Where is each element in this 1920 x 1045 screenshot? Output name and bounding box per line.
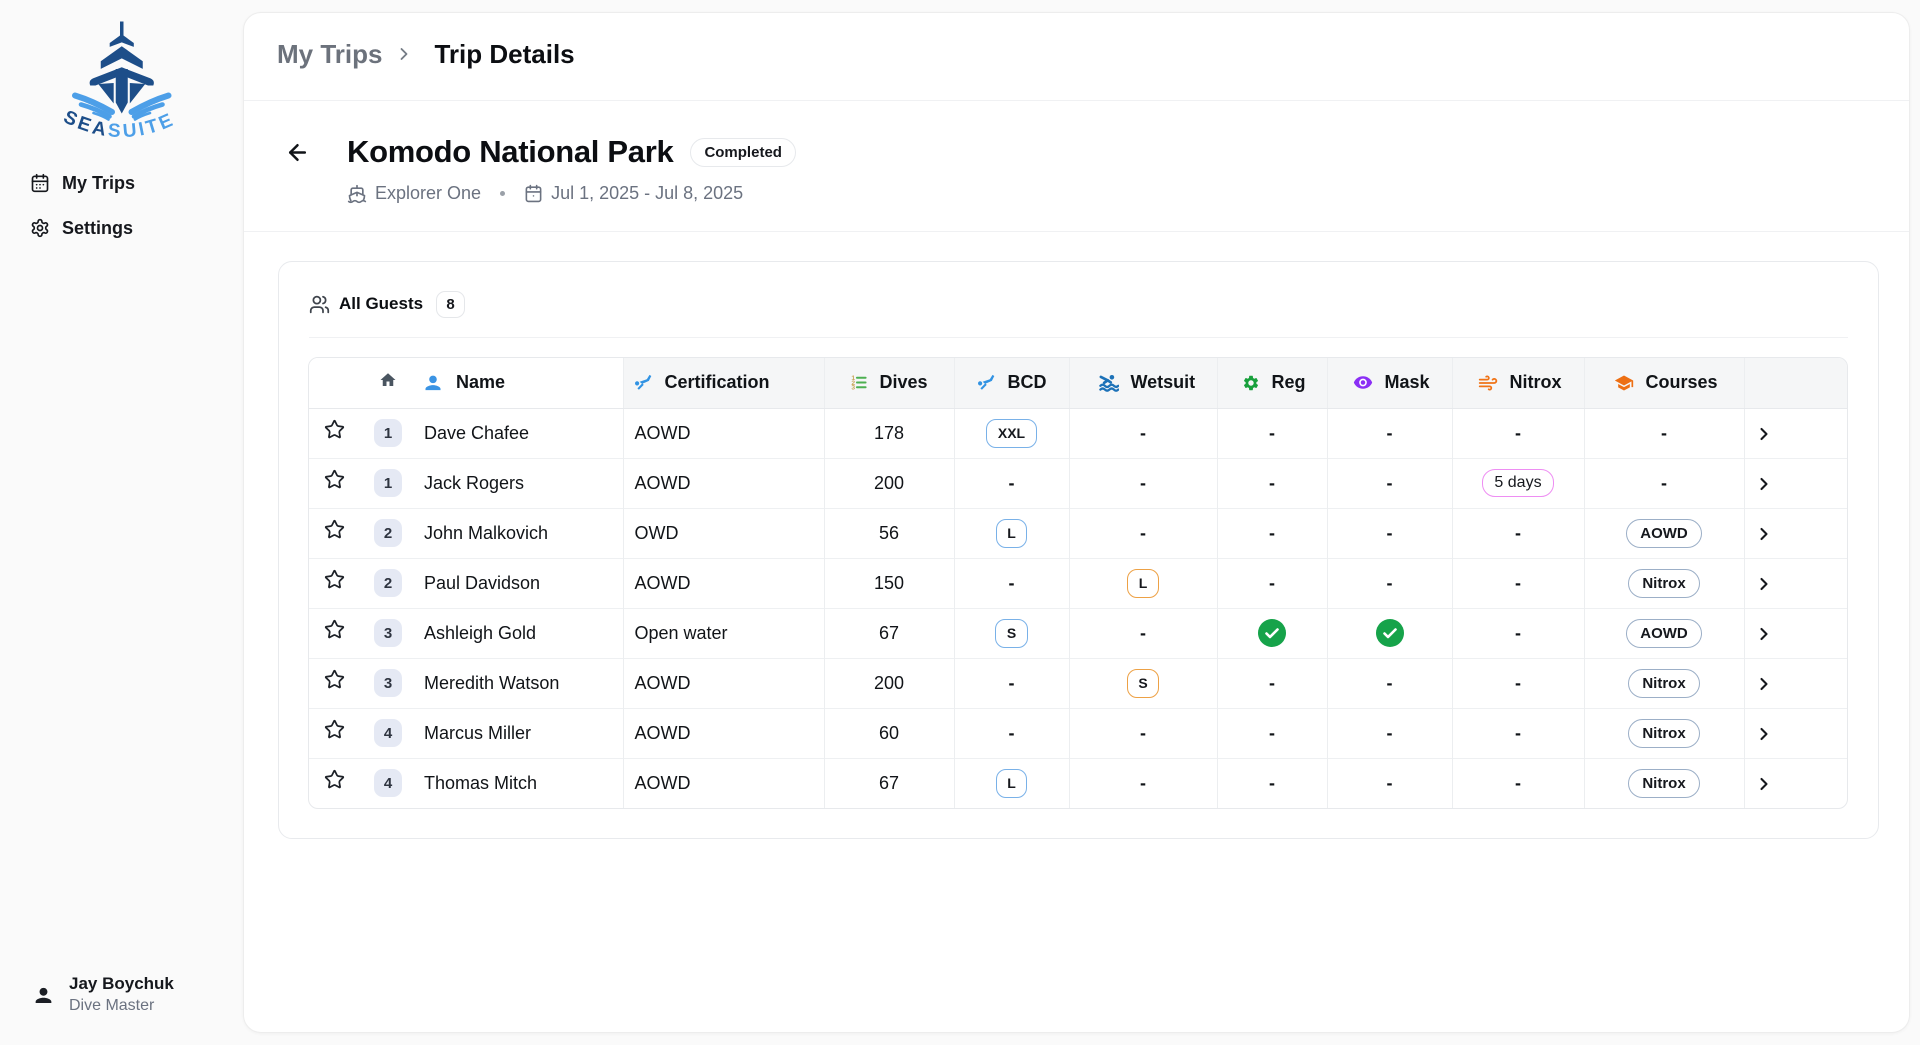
svg-text:SEASUITE: SEASUITE <box>60 107 178 143</box>
svg-text:3: 3 <box>851 385 855 392</box>
svg-text:2: 2 <box>851 380 855 387</box>
svg-text:1: 1 <box>851 375 855 382</box>
